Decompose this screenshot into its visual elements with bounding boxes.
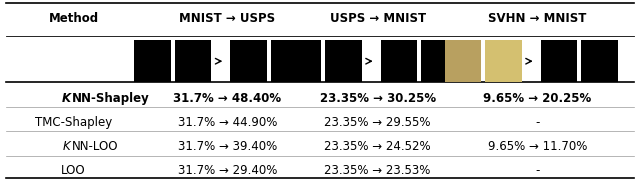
Text: 31.7% → 39.40%: 31.7% → 39.40% xyxy=(177,140,277,153)
Bar xyxy=(134,40,171,82)
Text: 31.7% → 29.40%: 31.7% → 29.40% xyxy=(177,165,277,177)
Text: K: K xyxy=(63,140,70,153)
Text: LOO: LOO xyxy=(61,165,86,177)
Text: SVHN → MNIST: SVHN → MNIST xyxy=(488,12,587,25)
Text: -: - xyxy=(536,165,540,177)
Bar xyxy=(175,40,211,82)
Text: 23.35% → 23.53%: 23.35% → 23.53% xyxy=(324,165,431,177)
Text: TMC-Shapley: TMC-Shapley xyxy=(35,116,112,129)
Text: USPS → MNIST: USPS → MNIST xyxy=(330,12,426,25)
Text: 31.7% → 48.40%: 31.7% → 48.40% xyxy=(173,92,281,105)
Bar xyxy=(581,40,618,82)
Bar xyxy=(541,40,577,82)
Text: K: K xyxy=(61,92,70,105)
Bar xyxy=(421,40,458,82)
Bar xyxy=(445,40,481,82)
Text: 31.7% → 44.90%: 31.7% → 44.90% xyxy=(177,116,277,129)
Text: 23.35% → 30.25%: 23.35% → 30.25% xyxy=(319,92,436,105)
Bar xyxy=(230,40,267,82)
Bar xyxy=(325,40,362,82)
Text: 9.65% → 11.70%: 9.65% → 11.70% xyxy=(488,140,588,153)
Bar xyxy=(381,40,417,82)
Bar xyxy=(285,40,321,82)
Bar xyxy=(485,40,522,82)
Text: -: - xyxy=(536,116,540,129)
Text: NN-Shapley: NN-Shapley xyxy=(72,92,149,105)
Text: MNIST → USPS: MNIST → USPS xyxy=(179,12,275,25)
Text: NN-LOO: NN-LOO xyxy=(72,140,118,153)
Text: Method: Method xyxy=(49,12,99,25)
Bar xyxy=(271,40,307,82)
Text: 23.35% → 24.52%: 23.35% → 24.52% xyxy=(324,140,431,153)
Text: 9.65% → 20.25%: 9.65% → 20.25% xyxy=(483,92,592,105)
Text: 23.35% → 29.55%: 23.35% → 29.55% xyxy=(324,116,431,129)
